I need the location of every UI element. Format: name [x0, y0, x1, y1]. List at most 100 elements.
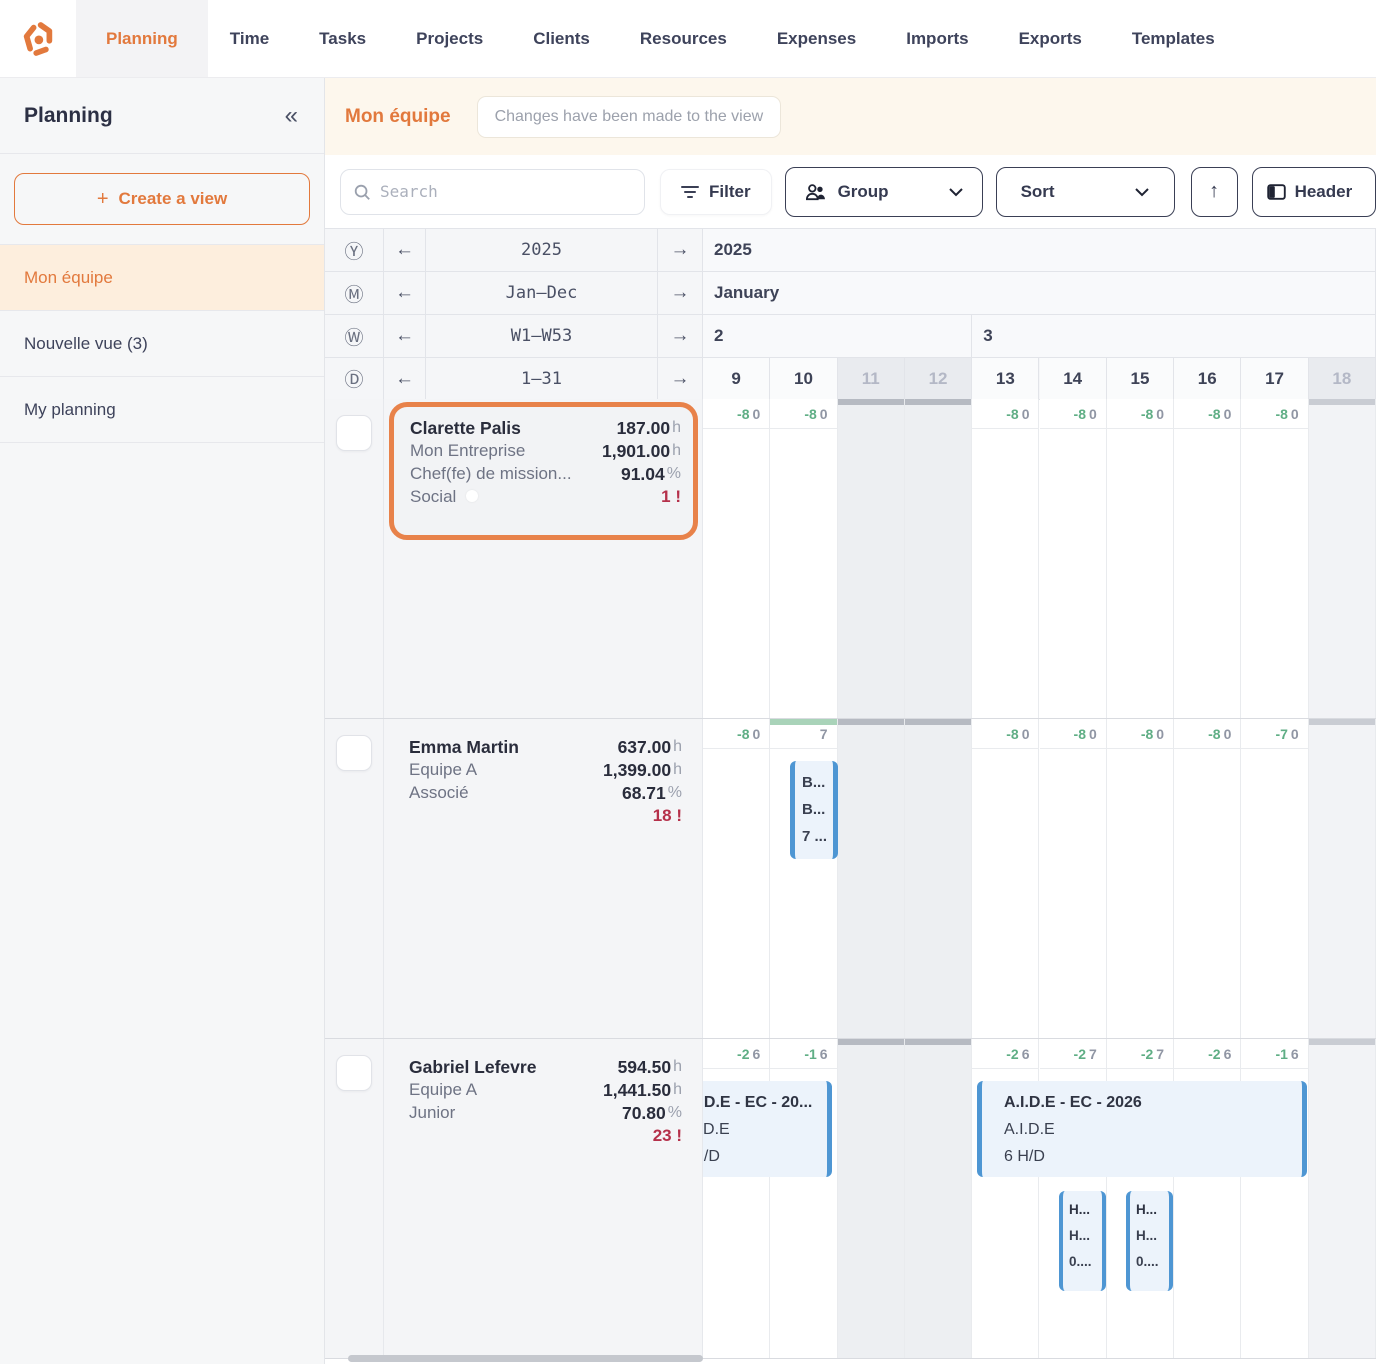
weekend-cell[interactable] [905, 719, 972, 1038]
sidebar-item-nouvelle-vue[interactable]: Nouvelle vue (3) [0, 311, 324, 377]
day-cell[interactable]: -80 [972, 719, 1039, 1038]
row-checkbox[interactable] [336, 415, 372, 451]
day-header-18[interactable]: 18 [1309, 358, 1376, 399]
day-header-16[interactable]: 16 [1174, 358, 1241, 399]
day-header-11[interactable]: 11 [838, 358, 905, 399]
day-header-17[interactable]: 17 [1241, 358, 1308, 399]
day-header-13[interactable]: 13 [972, 358, 1039, 399]
load-unit: % [668, 1104, 682, 1122]
collapse-sidebar-icon[interactable]: « [285, 104, 298, 128]
year-unit-icon[interactable]: Ⓨ [325, 229, 384, 271]
person-card[interactable]: Emma Martin 637.00h Equipe A 1,399.00h A… [389, 722, 698, 836]
day-cell[interactable]: -80 [703, 719, 770, 1038]
day-forward-arrow[interactable]: → [658, 358, 703, 399]
day-cell[interactable]: -80 [1040, 719, 1107, 1038]
week-3-cell[interactable]: 3 [972, 315, 1376, 357]
day-cell[interactable]: -80 [1107, 719, 1174, 1038]
tab-planning[interactable]: Planning [76, 0, 208, 77]
tab-resources[interactable]: Resources [640, 29, 727, 49]
month-back-arrow[interactable]: ← [384, 272, 426, 314]
filter-label: Filter [709, 182, 751, 202]
day-cell[interactable]: -80 [1040, 399, 1107, 718]
capacity-unit: h [673, 761, 682, 779]
day-cell[interactable]: -80 [972, 399, 1039, 718]
schedule-event-clipped[interactable]: A.I.D.E - EC - 20... A.I.D.E 6 H/D [703, 1081, 832, 1177]
capacity-value: 1,441.50 [603, 1080, 671, 1101]
timeline-header: Ⓨ ← 2025 → 2025 Ⓜ ← Jan–Dec → January Ⓦ … [325, 228, 1376, 399]
scrollbar-thumb[interactable] [348, 1355, 703, 1362]
day-cell[interactable]: -80 [1174, 399, 1241, 718]
row-checkbox[interactable] [336, 1055, 372, 1091]
schedule-event-small[interactable]: H... H... 0.... [1059, 1191, 1106, 1291]
day-cell[interactable]: -80 [1174, 719, 1241, 1038]
person-name: Emma Martin [409, 737, 618, 758]
day-cell[interactable]: -80 [770, 399, 837, 718]
capacity-unit: h [672, 442, 681, 460]
load-value: 91.04 [621, 464, 665, 485]
tab-tasks[interactable]: Tasks [319, 29, 366, 49]
schedule-event[interactable]: A.I.D.E - EC - 2026 A.I.D.E 6 H/D [977, 1081, 1307, 1177]
day-header-12[interactable]: 12 [905, 358, 972, 399]
day-cell[interactable]: -80 [703, 399, 770, 718]
row-checkbox[interactable] [336, 735, 372, 771]
person-card[interactable]: Clarette Palis 187.00h Mon Entreprise 1,… [389, 402, 698, 540]
person-card[interactable]: Gabriel Lefevre 594.50h Equipe A 1,441.5… [389, 1042, 698, 1156]
person-org: Equipe A [409, 760, 603, 780]
week-unit-icon[interactable]: Ⓦ [325, 315, 384, 357]
day-header-15[interactable]: 15 [1107, 358, 1174, 399]
tab-time[interactable]: Time [230, 29, 269, 49]
tab-imports[interactable]: Imports [906, 29, 968, 49]
weekend-cell[interactable] [838, 1039, 905, 1358]
create-view-button[interactable]: + Create a view [14, 173, 310, 225]
week-back-arrow[interactable]: ← [384, 315, 426, 357]
sidebar-item-my-planning[interactable]: My planning [0, 377, 324, 443]
tab-exports[interactable]: Exports [1019, 29, 1082, 49]
alert-count: 18 ! [653, 806, 682, 826]
hours-unit: h [673, 1058, 682, 1076]
weekend-cell[interactable] [905, 1039, 972, 1358]
month-unit-icon[interactable]: Ⓜ [325, 272, 384, 314]
schedule-event[interactable]: B... B... 7 ... [790, 761, 838, 859]
sort-button[interactable]: Sort [996, 167, 1175, 217]
weekend-cell[interactable] [1309, 1039, 1376, 1358]
day-cell[interactable]: -80 [1107, 399, 1174, 718]
sidebar-item-mon-equipe[interactable]: Mon équipe [0, 245, 324, 311]
load-value: 68.71 [622, 783, 666, 804]
scroll-up-button[interactable]: ↑ [1191, 167, 1238, 217]
week-forward-arrow[interactable]: → [658, 315, 703, 357]
day-unit-icon[interactable]: Ⓓ [325, 358, 384, 399]
weekend-cell[interactable] [838, 399, 905, 718]
tab-clients[interactable]: Clients [533, 29, 590, 49]
chevron-down-icon [1134, 187, 1150, 197]
weekend-cell[interactable] [1309, 399, 1376, 718]
day-cell[interactable]: -80 [1241, 399, 1308, 718]
tab-projects[interactable]: Projects [416, 29, 483, 49]
day-header-9[interactable]: 9 [703, 358, 770, 399]
header-button[interactable]: Header [1252, 167, 1376, 217]
month-forward-arrow[interactable]: → [658, 272, 703, 314]
name-column: Clarette Palis 187.00h Mon Entreprise 1,… [384, 399, 703, 718]
month-row: Ⓜ ← Jan–Dec → January [325, 272, 1376, 315]
weekend-cell[interactable] [905, 399, 972, 718]
top-nav: Planning Time Tasks Projects Clients Res… [0, 0, 1376, 78]
year-back-arrow[interactable]: ← [384, 229, 426, 271]
weekend-cell[interactable] [838, 719, 905, 1038]
tab-expenses[interactable]: Expenses [777, 29, 856, 49]
day-back-arrow[interactable]: ← [384, 358, 426, 399]
app-logo[interactable] [0, 0, 76, 77]
day-header-14[interactable]: 14 [1040, 358, 1107, 399]
weekend-cell[interactable] [1309, 719, 1376, 1038]
day-header-10[interactable]: 10 [770, 358, 837, 399]
week-2-cell[interactable]: 2 [703, 315, 972, 357]
search-input[interactable] [380, 182, 632, 201]
search-icon [353, 183, 371, 201]
search-box[interactable] [340, 169, 645, 215]
day-cell[interactable]: -70 [1241, 719, 1308, 1038]
group-button[interactable]: Group [785, 167, 983, 217]
schedule-event-small[interactable]: H... H... 0.... [1126, 1191, 1173, 1291]
year-forward-arrow[interactable]: → [658, 229, 703, 271]
create-view-label: Create a view [119, 189, 228, 209]
tab-templates[interactable]: Templates [1132, 29, 1215, 49]
filter-button[interactable]: Filter [660, 169, 772, 215]
resource-row-clarette-palis: Clarette Palis 187.00h Mon Entreprise 1,… [325, 399, 1376, 719]
